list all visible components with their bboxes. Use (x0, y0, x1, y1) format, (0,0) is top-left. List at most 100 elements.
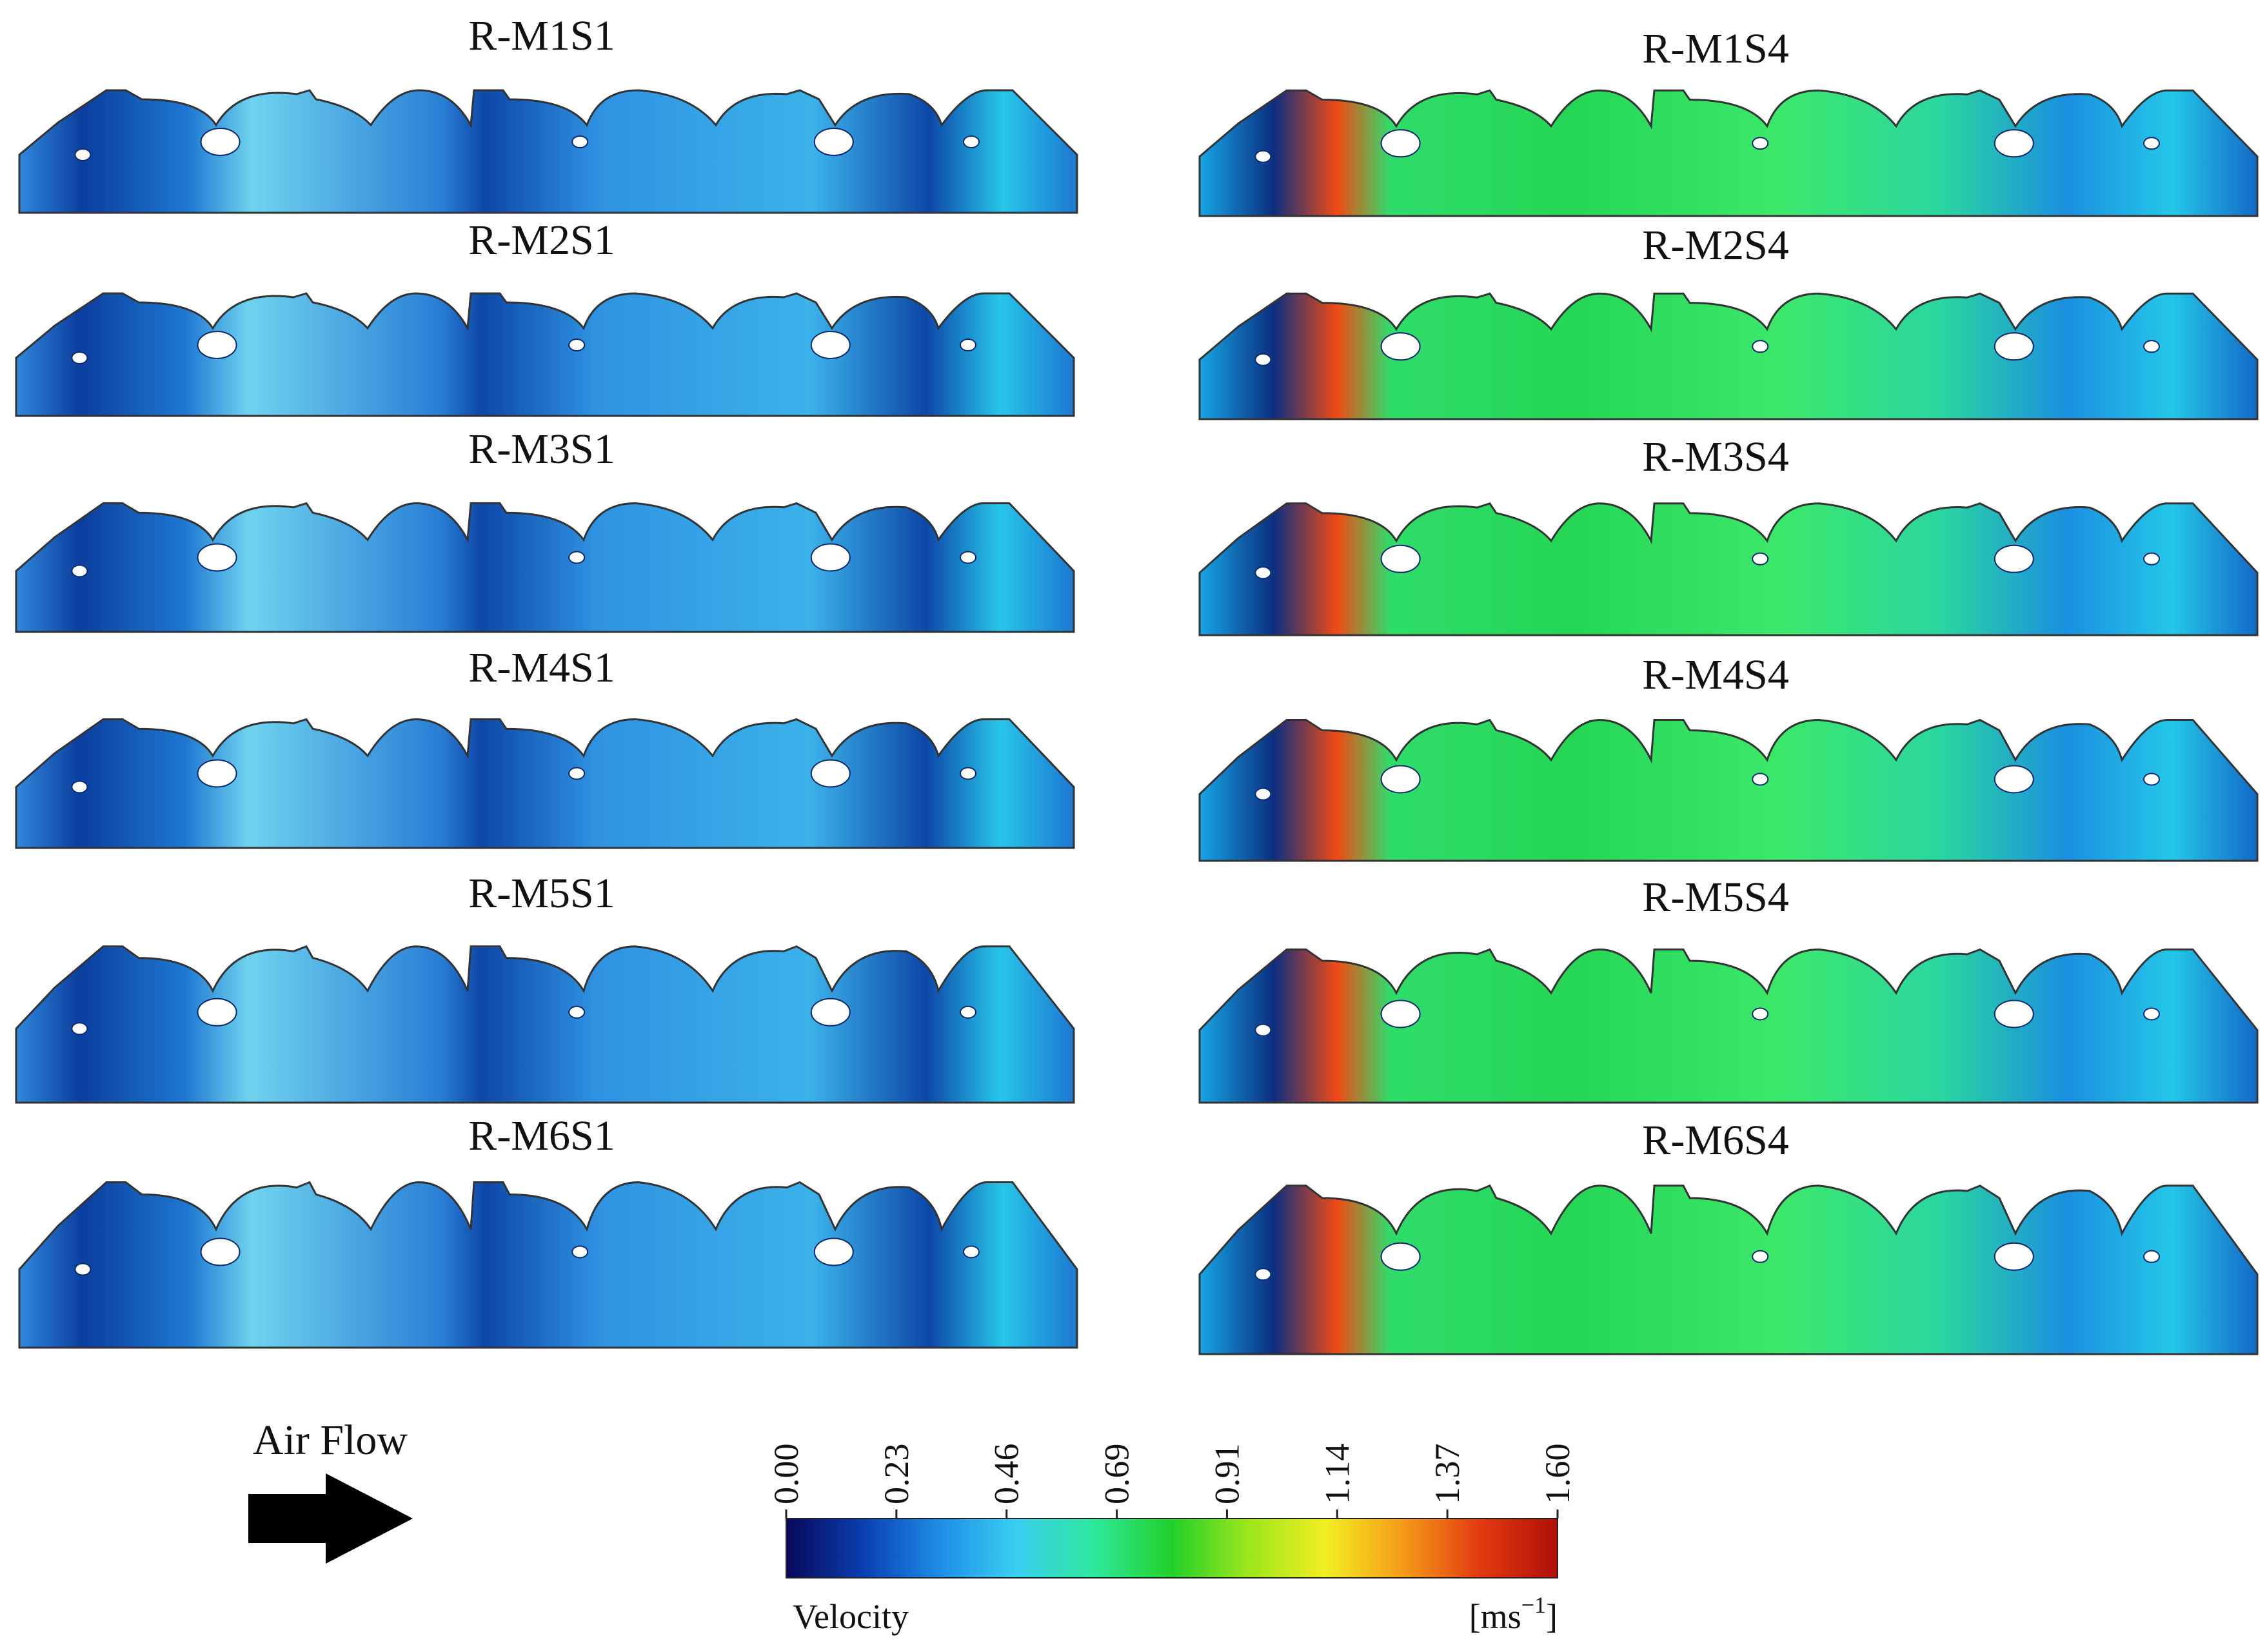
vortex-core-left-5-3 (568, 1005, 586, 1019)
colorbar-gradient (786, 1518, 1558, 1578)
panel-title-right-1: R-M1S4 (1642, 25, 1788, 72)
vortex-core-right-3-2 (1380, 544, 1421, 573)
colorbar-tick-label: 0.69 (1098, 1444, 1136, 1505)
contour-domain-right-3 (1198, 502, 2259, 636)
vortex-core-left-2-1 (71, 351, 88, 364)
vortex-core-right-3-5 (2143, 552, 2160, 565)
colorbar-tick-label: 0.23 (877, 1444, 916, 1505)
contour-domain-left-2 (15, 292, 1075, 417)
contour-domain-right-6 (1198, 1184, 2259, 1355)
vortex-core-right-2-5 (2143, 340, 2160, 353)
vortex-core-left-3-3 (568, 551, 586, 564)
panel-title-left-6: R-M6S1 (468, 1112, 615, 1159)
vortex-core-right-5-2 (1380, 999, 1421, 1028)
vortex-core-right-4-2 (1380, 765, 1421, 794)
colorbar: 0.00 0.23 0.46 0.69 0.91 1.14 1.37 1.60 Velocit… (767, 1444, 1577, 1637)
panel-title-right-2: R-M2S4 (1642, 222, 1788, 269)
colorbar-tick-label: 0.00 (767, 1444, 806, 1505)
colorbar-tick-label: 1.14 (1318, 1444, 1356, 1505)
vortex-core-right-1-5 (2143, 137, 2160, 150)
vortex-core-left-1-1 (74, 148, 92, 161)
vortex-core-right-2-1 (1254, 353, 1272, 366)
vortex-core-left-2-2 (197, 331, 237, 359)
vortex-core-right-5-4 (1994, 999, 2034, 1028)
colorbar-tick-label: 0.46 (987, 1444, 1026, 1505)
vortex-core-left-4-1 (71, 780, 88, 794)
colorbar-tick-label: 0.91 (1207, 1444, 1246, 1505)
vortex-core-left-3-1 (71, 564, 88, 578)
panel-title-right-3: R-M3S4 (1642, 433, 1788, 480)
contour-domain-left-6 (18, 1181, 1078, 1349)
airflow-label: Air Flow (253, 1417, 408, 1464)
vortex-core-left-6-1 (74, 1263, 92, 1276)
vortex-core-right-5-3 (1752, 1007, 1769, 1021)
right-column: R-M1S4 R-M2S4 R-M3S4 R-M4S4 R-M5S4 R-M6S… (1642, 25, 1788, 1164)
vortex-core-left-4-3 (568, 767, 586, 780)
vortex-core-right-4-1 (1254, 787, 1272, 801)
vortex-core-left-4-5 (960, 767, 976, 780)
panel-title-left-4: R-M4S1 (468, 644, 615, 691)
vortex-core-right-3-1 (1254, 566, 1272, 580)
vortex-core-right-3-4 (1994, 544, 2034, 573)
contour-domain-left-1 (18, 89, 1078, 214)
vortex-core-left-5-5 (960, 1005, 976, 1019)
vortex-core-left-6-4 (813, 1237, 854, 1266)
vortex-core-left-5-4 (810, 998, 851, 1027)
vortex-core-right-4-4 (1994, 765, 2034, 794)
vortex-core-left-1-2 (200, 128, 241, 156)
vortex-core-right-1-2 (1380, 129, 1421, 158)
panel-title-left-2: R-M2S1 (468, 217, 615, 264)
vortex-core-left-2-5 (960, 339, 976, 351)
vortex-core-right-6-4 (1994, 1242, 2034, 1271)
vortex-core-left-6-2 (200, 1237, 241, 1266)
contour-domain-right-1 (1198, 89, 2259, 217)
vortex-core-right-1-3 (1752, 137, 1769, 150)
vortex-core-left-3-4 (810, 543, 851, 572)
panel-title-right-6: R-M6S4 (1642, 1117, 1788, 1164)
vortex-core-right-2-4 (1994, 332, 2034, 361)
contour-domain-left-4 (15, 718, 1075, 849)
right-arrow-icon (248, 1473, 413, 1564)
vortex-core-right-5-1 (1254, 1023, 1272, 1037)
vortex-core-left-6-3 (571, 1245, 589, 1259)
panel-title-right-5: R-M5S4 (1642, 874, 1788, 921)
vortex-core-right-1-4 (1994, 129, 2034, 158)
vortex-core-right-4-3 (1752, 772, 1769, 786)
vortex-core-right-6-2 (1380, 1242, 1421, 1271)
contour-domain-right-4 (1198, 718, 2259, 862)
colorbar-tick-label: 1.37 (1428, 1444, 1467, 1505)
vortex-core-right-5-5 (2143, 1007, 2160, 1021)
panel-title-left-5: R-M5S1 (468, 870, 615, 917)
contour-domain-left-5 (15, 945, 1075, 1104)
vortex-core-left-5-2 (197, 998, 237, 1027)
vortex-core-right-4-5 (2143, 772, 2160, 786)
vortex-core-right-6-5 (2143, 1250, 2160, 1263)
panel-title-left-3: R-M3S1 (468, 426, 615, 473)
contour-domain-right-2 (1198, 292, 2259, 420)
vortex-core-left-2-3 (568, 339, 586, 351)
vortex-core-right-6-1 (1254, 1268, 1272, 1281)
vortex-core-right-6-3 (1752, 1250, 1769, 1263)
vortex-core-left-6-5 (963, 1245, 980, 1259)
left-column: R-M1S1 R-M2S1 R-M3S1 R-M4S1 R-M5S1 R-M6S… (468, 12, 615, 1159)
vortex-core-right-1-1 (1254, 150, 1272, 163)
colorbar-tick-label: 1.60 (1538, 1444, 1577, 1505)
vortex-core-right-2-2 (1380, 332, 1421, 361)
vortex-core-left-1-3 (571, 135, 589, 148)
contour-domain-right-5 (1198, 948, 2259, 1104)
vortex-core-left-1-5 (963, 135, 980, 148)
vortex-core-right-3-3 (1752, 552, 1769, 565)
colorbar-unit: [ms−1] (1469, 1592, 1558, 1636)
panel-title-right-4: R-M4S4 (1642, 651, 1788, 698)
colorbar-label: Velocity (793, 1597, 909, 1636)
vortex-core-left-2-4 (810, 331, 851, 359)
vortex-core-left-4-4 (810, 759, 851, 788)
vortex-core-left-3-2 (197, 543, 237, 572)
vortex-core-left-4-2 (197, 759, 237, 788)
panel-title-left-1: R-M1S1 (468, 12, 615, 59)
vortex-core-right-2-3 (1752, 340, 1769, 353)
contour-domain-left-3 (15, 502, 1075, 633)
vortex-core-left-5-1 (71, 1022, 88, 1036)
vortex-core-left-3-5 (960, 551, 976, 564)
vortex-core-left-1-4 (813, 128, 854, 156)
